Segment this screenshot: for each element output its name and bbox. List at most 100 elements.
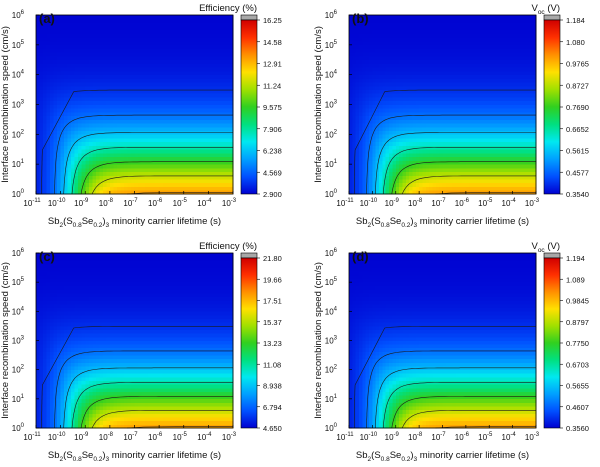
heatmap-cell [489,108,493,113]
heatmap-cell [472,164,477,169]
heatmap-cell [229,59,234,64]
heatmap-cell [197,134,202,139]
heatmap-cell [116,104,121,109]
heatmap-cell [152,160,157,165]
heatmap-cell [208,138,213,143]
heatmap-cell [166,141,171,146]
heatmap-cell [116,108,121,113]
heatmap-cell [405,126,410,132]
heatmap-cell [482,67,487,72]
heatmap-cell [425,18,430,23]
heatmap-cell [218,149,223,154]
heatmap-cell [439,100,443,105]
heatmap-cell [169,104,174,109]
heatmap-cell [85,152,90,158]
heatmap-cell [169,160,174,165]
heatmap-cell [204,22,209,27]
heatmap-cell [459,141,463,146]
heatmap-cell [429,141,433,146]
heatmap-cell [405,149,410,154]
heatmap-cell [372,190,377,195]
heatmap-cell [67,26,72,31]
heatmap-cell [190,41,195,46]
heatmap-cell [412,59,417,64]
heatmap-cell [85,190,90,195]
heatmap-cell [365,22,370,27]
heatmap-cell [176,18,181,23]
heatmap-cell [445,33,450,38]
heatmap-cell [442,82,447,87]
heatmap-cell [67,156,72,161]
heatmap-cell [405,22,410,27]
heatmap-cell [475,89,480,94]
heatmap-cell [495,59,500,64]
heatmap-cell [479,167,483,173]
heatmap-cell [222,152,227,158]
heatmap-cell [432,37,437,42]
heatmap-cell [106,190,111,195]
heatmap-cell [85,126,90,132]
heatmap-cell [369,149,373,154]
heatmap-cell [145,78,149,83]
heatmap-cell [409,26,413,31]
heatmap-cell [469,37,473,42]
heatmap-cell [432,78,437,83]
heatmap-cell [53,37,58,42]
heatmap-cell [194,33,199,38]
heatmap-cell [67,56,72,61]
heatmap-cell [130,175,135,180]
heatmap-cell [60,145,65,150]
heatmap-cell [88,52,93,57]
heatmap-cell [173,182,178,187]
heatmap-cell [465,56,470,61]
heatmap-cell [375,149,380,154]
heatmap-cell [194,41,199,46]
heatmap-cell [211,167,216,173]
heatmap-cell [71,74,76,79]
x-tick-label: 10-5 [173,198,188,208]
heatmap-cell [109,100,114,105]
heatmap-cell [489,160,493,165]
heatmap-cell [190,108,195,113]
heatmap-cell [123,15,128,20]
heatmap-cell [475,37,480,42]
heatmap-cell [492,167,497,173]
heatmap-cell [95,134,100,139]
heatmap-cell [469,179,473,184]
heatmap-cell [419,126,423,132]
heatmap-cell [429,156,433,161]
heatmap-cell [176,152,181,158]
heatmap-cell [218,175,223,180]
heatmap-cell [449,164,453,169]
heatmap-cell [208,93,213,98]
heatmap-cell [141,175,146,180]
heatmap-cell [169,74,174,79]
heatmap-cell [208,152,213,158]
heatmap-cell [46,126,51,132]
heatmap-cell [422,29,427,35]
heatmap-cell [495,156,500,161]
colorbar-title: Efficiency (%) [199,3,257,14]
heatmap-cell [204,141,209,146]
heatmap-cell [60,74,65,79]
heatmap-cell [429,104,433,109]
heatmap-cell [415,63,420,68]
heatmap-cell [155,67,160,72]
heatmap-cell [482,18,487,23]
heatmap-cell [445,22,450,27]
heatmap-cell [482,141,487,146]
heatmap-cell [109,160,114,165]
heatmap-cell [229,48,234,53]
heatmap-cell [134,149,139,154]
heatmap-cell [57,78,62,83]
heatmap-cell [402,126,407,132]
heatmap-cell [439,141,443,146]
heatmap-cell [359,164,363,169]
heatmap-cell [197,167,202,173]
heatmap-cell [194,164,199,169]
heatmap-cell [123,164,128,169]
heatmap-cell [53,141,58,146]
heatmap-cell [489,18,493,23]
heatmap-cell [415,93,420,98]
heatmap-cell [176,74,181,79]
